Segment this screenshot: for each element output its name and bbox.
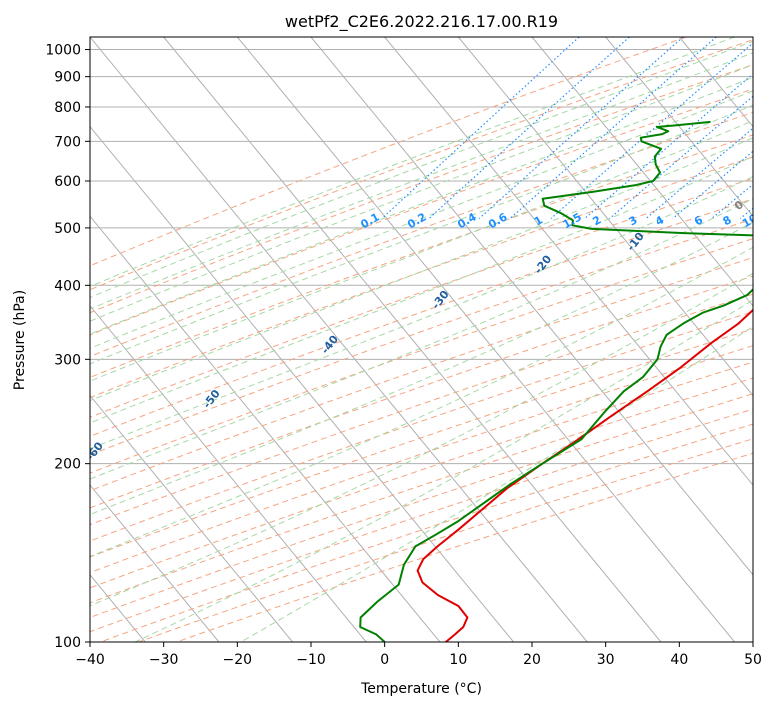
isotherm-line [90, 484, 220, 642]
x-tick-label: 20 [523, 652, 541, 668]
dry-adiabat-line [90, 198, 753, 437]
y-tick-label: 1000 [45, 43, 81, 59]
x-tick-label: −10 [296, 652, 326, 668]
isotherm-line [384, 37, 753, 486]
dry-adiabat-line [90, 39, 753, 291]
dry-adiabat-line [90, 408, 753, 633]
dry-adiabat-line [90, 345, 753, 574]
dry-adiabat-line [90, 156, 753, 399]
mixing-ratio-line [609, 95, 753, 219]
mixing-ratio-line [381, 37, 580, 219]
dry-adiabat-line [90, 111, 753, 358]
dewpoint-profile-line [359, 120, 753, 642]
dry-adiabat-line [100, 423, 753, 642]
moist-adiabat-line [90, 155, 753, 424]
moist-adiabat-line [90, 90, 753, 349]
y-axis-ticks: 100 200 300 400 500 600 700 800 900 1000 [45, 43, 90, 651]
x-axis-ticks: −40 −30 −20 −10 0 10 20 30 40 50 [75, 642, 762, 668]
moist-adiabat-line [90, 76, 753, 335]
y-tick-label: 300 [54, 352, 81, 368]
mixing-ratio-line [509, 37, 717, 219]
moist-adiabat-line [90, 176, 753, 450]
grid-lines [90, 37, 753, 642]
y-tick-label: 900 [54, 70, 81, 86]
isotherm-line [457, 37, 753, 397]
y-tick-label: 800 [54, 100, 81, 116]
isotherm-line [90, 305, 367, 642]
moist-adiabat-line [90, 64, 753, 322]
mixing-ratio-line [478, 37, 684, 219]
moist-adiabat-line [90, 120, 753, 382]
moist-adiabat-line [90, 137, 753, 402]
thermo-guide-lines [90, 37, 753, 642]
dry-adiabat-line [90, 361, 753, 589]
x-tick-label: 50 [744, 652, 762, 668]
isotherm-line [605, 37, 753, 218]
y-tick-label: 200 [54, 457, 81, 473]
x-axis-label: Temperature (°C) [360, 681, 482, 697]
chart-title: wetPf2_C2E6.2022.216.17.00.R19 [285, 12, 558, 32]
mixing-ratio-line [672, 150, 753, 219]
moist-adiabat-line [90, 272, 753, 607]
x-tick-label: 30 [597, 652, 615, 668]
y-tick-label: 500 [54, 221, 81, 237]
isotherm-line [90, 37, 588, 642]
isotherm-line [90, 394, 293, 642]
x-tick-label: −40 [75, 652, 105, 668]
y-tick-label: 100 [54, 635, 81, 651]
dry-adiabat-line [90, 88, 753, 336]
x-tick-label: −30 [149, 652, 179, 668]
profile-lines [359, 120, 753, 642]
y-tick-label: 400 [54, 278, 81, 294]
moist-adiabat-line [90, 221, 753, 516]
dry-adiabat-line [90, 37, 687, 267]
moist-adiabat-line [240, 326, 753, 642]
plot-frame [89, 36, 754, 643]
plot-area: 0.10.20.40.611.52346810-100-90-80-70-60-… [90, 37, 753, 642]
y-tick-label: 600 [54, 174, 81, 190]
isotherm-line [90, 215, 441, 642]
dry-adiabat-line [90, 134, 753, 378]
temperature-profile-line [416, 308, 753, 642]
isotherm-line [236, 37, 735, 642]
dry-adiabat-line [90, 377, 753, 604]
isotherm-line [531, 37, 753, 307]
x-tick-label: −20 [223, 652, 253, 668]
isotherm-line [310, 37, 753, 576]
dry-adiabat-line [90, 177, 753, 418]
moist-adiabat-line [90, 198, 753, 480]
x-tick-label: 10 [449, 652, 467, 668]
x-tick-label: 0 [380, 652, 389, 668]
y-axis-label: Pressure (hPa) [12, 290, 28, 390]
moist-adiabat-line [90, 37, 735, 287]
dry-adiabat-line [138, 438, 753, 642]
dry-adiabat-line [90, 393, 753, 618]
isotherm-line [163, 37, 662, 642]
y-tick-label: 700 [54, 134, 81, 150]
x-tick-label: 40 [670, 652, 688, 668]
mixing-ratio-line [428, 37, 630, 219]
